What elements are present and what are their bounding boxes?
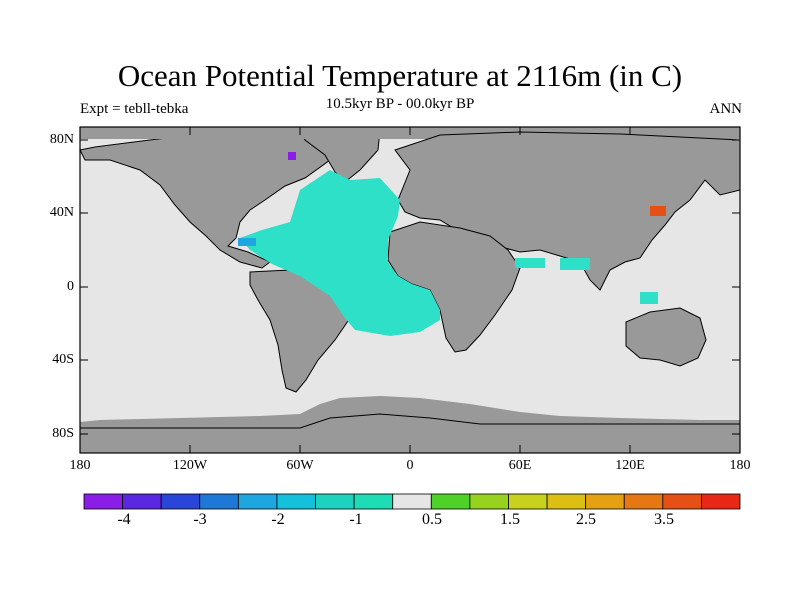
colorbar-box bbox=[662, 493, 702, 510]
japan-sea-anomaly bbox=[650, 206, 666, 216]
colorbar-box bbox=[585, 493, 625, 510]
y-ticks bbox=[80, 139, 740, 435]
colorbar-box bbox=[353, 493, 394, 510]
colorbar-label: 0.5 bbox=[422, 511, 442, 528]
colorbar-box bbox=[508, 493, 548, 510]
colorbar-box bbox=[701, 493, 741, 510]
colorbar-box bbox=[160, 493, 201, 510]
x-tick-label-120e: 120E bbox=[615, 458, 645, 473]
colorbar bbox=[83, 493, 741, 510]
x-tick-label-60e: 60E bbox=[508, 458, 532, 473]
colorbar-label: -4 bbox=[117, 511, 131, 528]
antarctica-outline bbox=[80, 413, 740, 429]
season-label: ANN bbox=[709, 101, 743, 117]
colorbar-box bbox=[315, 493, 355, 510]
y-tick-label-40s: 40S bbox=[52, 352, 74, 367]
colorbar-box bbox=[469, 493, 509, 510]
colorbar-box bbox=[392, 493, 432, 510]
southern-ocean-mask bbox=[80, 396, 740, 428]
y-tick-label-0: 0 bbox=[67, 279, 74, 294]
x-tick-label-0: 0 bbox=[406, 458, 414, 473]
colorbar-label: 1.5 bbox=[500, 511, 520, 528]
atlantic-negative-anomaly bbox=[240, 170, 440, 336]
y-tick-label-80s: 80S bbox=[52, 426, 74, 441]
map-title: Ocean Potential Temperature at 2116m (in… bbox=[117, 58, 683, 93]
colorbar-box bbox=[237, 493, 278, 510]
australia bbox=[625, 307, 707, 367]
x-tick-label-120w: 120W bbox=[172, 458, 208, 473]
colorbar-box bbox=[623, 493, 664, 510]
colorbar-box bbox=[276, 493, 316, 510]
x-tick-label-180e: 180 bbox=[729, 458, 751, 473]
indonesia-negative-patch bbox=[640, 292, 658, 304]
colorbar-label: 2.5 bbox=[576, 511, 596, 528]
colorbar-box bbox=[546, 493, 587, 510]
y-tick-label-40n: 40N bbox=[49, 205, 74, 220]
x-tick-label-60w: 60W bbox=[286, 458, 314, 473]
gulf-negative-patch bbox=[238, 238, 256, 246]
colorbar-box bbox=[430, 493, 471, 510]
colorbar-box bbox=[83, 493, 123, 510]
x-tick-label-180w: 180 bbox=[69, 458, 91, 473]
x-ticks bbox=[79, 127, 741, 453]
colorbar-label: -1 bbox=[349, 511, 363, 528]
experiment-label: Expt = tebll-tebka bbox=[80, 101, 189, 117]
colorbar-label: 3.5 bbox=[654, 511, 674, 528]
westpac-negative-patch bbox=[560, 258, 590, 270]
colorbar-box bbox=[122, 493, 162, 510]
y-tick-label-80n: 80N bbox=[49, 132, 74, 147]
africa bbox=[387, 221, 521, 353]
colorbar-label: -3 bbox=[193, 511, 207, 528]
indian-negative-patch bbox=[515, 258, 545, 268]
colorbar-label: -2 bbox=[271, 511, 285, 528]
time-range-label: 10.5kyr BP - 00.0kyr BP bbox=[325, 96, 475, 112]
hudson-anomaly bbox=[288, 152, 296, 160]
colorbar-box bbox=[199, 493, 239, 510]
